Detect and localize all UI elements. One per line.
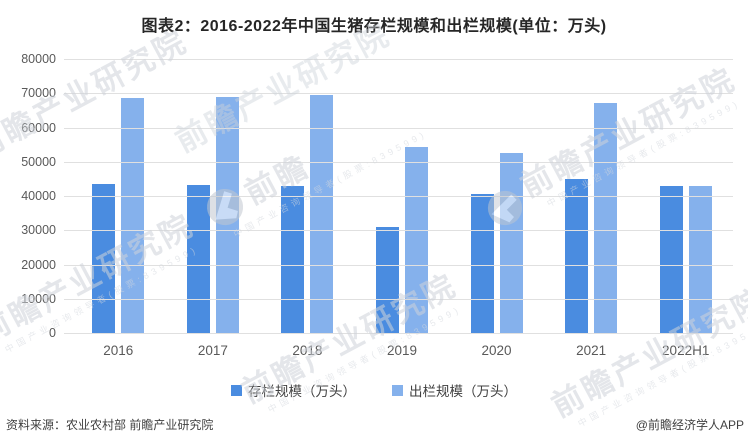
bar-2019-series0 — [375, 226, 399, 333]
legend-swatch-inventory-icon — [231, 384, 242, 396]
gridline-80000 — [64, 59, 733, 60]
bar-2020-series0 — [470, 193, 494, 333]
legend-label-slaughter: 出栏规模（万头） — [409, 384, 517, 399]
y-tick-40000: 40000 — [21, 189, 56, 203]
bar-2019-series1 — [404, 146, 428, 333]
bar-2018-series0 — [281, 186, 305, 333]
plot-area: 2016 2017 2018 2019 2020 2021 2022H1 — [64, 59, 733, 358]
legend-item-slaughter: 出栏规模（万头） — [392, 380, 517, 400]
bar-2016-series1 — [121, 98, 145, 333]
x-label-2016: 2016 — [103, 343, 134, 358]
y-tick-10000: 10000 — [21, 291, 56, 306]
footer: 资料来源：农业农村部 前瞻产业研究院 @前瞻经济学人APP — [0, 416, 748, 433]
y-tick-50000: 50000 — [21, 154, 56, 169]
x-label-2018: 2018 — [292, 343, 323, 358]
bar-2021-series1 — [594, 103, 618, 333]
bar-2017-series0 — [186, 184, 210, 333]
bar-2021-series0 — [565, 179, 589, 333]
gridline-60000 — [64, 127, 733, 129]
gridline-0 — [64, 333, 733, 334]
x-label-2022H1: 2022H1 — [662, 343, 710, 358]
y-tick-0: 0 — [49, 326, 56, 340]
gridline-50000 — [64, 161, 733, 163]
bar-2022H1-series1 — [688, 185, 712, 333]
y-tick-30000: 30000 — [21, 223, 56, 238]
y-tick-70000: 70000 — [21, 86, 56, 101]
credit-text: @前瞻经济学人APP — [635, 418, 744, 432]
x-label-2017: 2017 — [197, 343, 228, 358]
gridline-40000 — [64, 196, 733, 197]
y-tick-60000: 60000 — [21, 120, 56, 135]
x-label-2020: 2020 — [481, 343, 512, 358]
y-tick-80000: 80000 — [21, 52, 56, 66]
chart-title: 图表2：2016-2022年中国生猪存栏规模和出栏规模(单位：万头) — [141, 18, 607, 35]
y-tick-20000: 20000 — [21, 257, 56, 272]
legend: 存栏规模（万头） 出栏规模（万头） — [0, 381, 748, 399]
gridline-70000 — [64, 93, 733, 95]
legend-swatch-slaughter-icon — [392, 384, 403, 396]
gridline-20000 — [64, 264, 733, 266]
bar-2018-series1 — [310, 95, 334, 333]
bar-2016-series0 — [92, 184, 116, 333]
x-label-2021: 2021 — [576, 343, 607, 358]
legend-label-inventory: 存栏规模（万头） — [248, 384, 356, 399]
gridline-10000 — [64, 298, 733, 300]
x-axis-labels: 2016 2017 2018 2019 2020 2021 2022H1 — [64, 59, 733, 358]
legend-item-inventory: 存栏规模（万头） — [231, 380, 356, 400]
bar-2022H1-series0 — [659, 185, 683, 333]
source-text: 资料来源：农业农村部 前瞻产业研究院 — [6, 418, 214, 432]
x-label-2019: 2019 — [386, 343, 417, 358]
gridline-30000 — [64, 230, 733, 232]
